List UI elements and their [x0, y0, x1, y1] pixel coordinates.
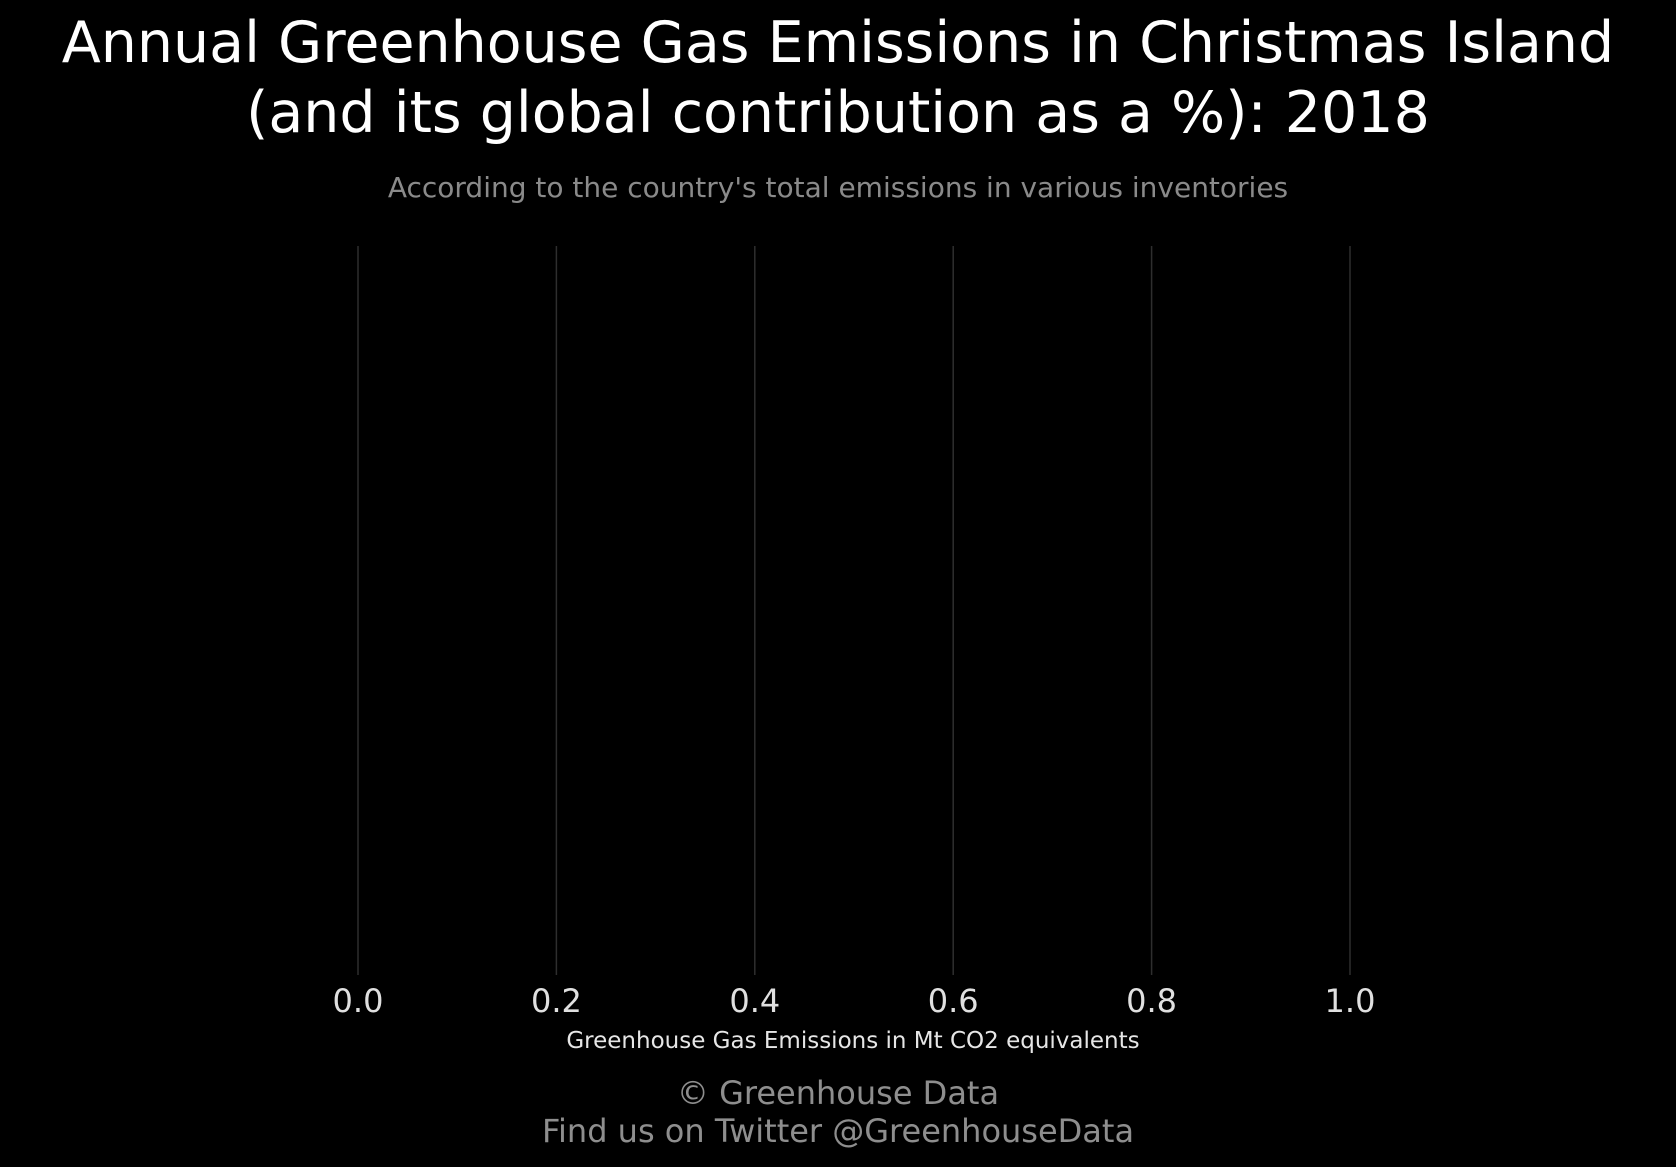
twitter-credit: Find us on Twitter @GreenhouseData [541, 1112, 1135, 1150]
chart-footer: © Greenhouse Data Find us on Twitter @Gr… [0, 1074, 1676, 1150]
x-tick-label-3: 0.6 [928, 982, 979, 1020]
chart-title-line-1: Annual Greenhouse Gas Emissions in Chris… [61, 10, 1615, 76]
copyright-credit: © Greenhouse Data [676, 1074, 1000, 1112]
x-tick-label-4: 0.8 [1126, 982, 1177, 1020]
x-axis-ticks: 0.0 0.2 0.4 0.6 0.8 1.0 [333, 982, 1376, 1020]
bar-chart: 0.0 0.2 0.4 0.6 0.8 1.0 Greenhouse Gas Emissi… [333, 246, 1376, 1054]
x-axis-label: Greenhouse Gas Emissions in Mt CO2 equiv… [566, 1028, 1139, 1054]
chart-subtitle: According to the country's total emissio… [387, 171, 1289, 204]
chart-title: Annual Greenhouse Gas Emissions in Chris… [0, 8, 1676, 148]
x-tick-label-0: 0.0 [333, 982, 384, 1020]
x-tick-label-2: 0.4 [729, 982, 780, 1020]
gridlines [357, 246, 1351, 975]
x-tick-label-5: 1.0 [1325, 982, 1376, 1020]
chart-title-line-2: (and its global contribution as a %): 20… [246, 80, 1430, 146]
x-tick-label-1: 0.2 [531, 982, 582, 1020]
